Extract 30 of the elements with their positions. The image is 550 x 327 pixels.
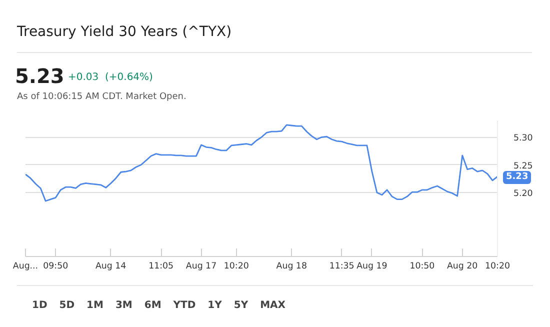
- text: 5Y: [234, 300, 248, 311]
- x-tick-label: Aug 14: [96, 262, 127, 272]
- x-tick-label: 10:20: [485, 262, 510, 272]
- text: +0.03 (+0.64%): [68, 71, 153, 85]
- chart-title: Treasury Yield 30 Years (^TYX): [17, 23, 232, 42]
- x-tick-label: Aug 20: [447, 262, 478, 272]
- x-tick-label: 10:20: [224, 262, 249, 272]
- text: MAX: [260, 300, 286, 311]
- line-series: [26, 124, 498, 202]
- y-tick-label: 5.25: [514, 161, 533, 172]
- text: YTD: [173, 300, 196, 311]
- text: 5D: [59, 300, 75, 311]
- x-tick-label: Aug 19: [356, 262, 388, 272]
- text: 1M: [86, 300, 104, 311]
- x-tick-label: Aug 18: [276, 262, 307, 272]
- text: 5.23: [503, 171, 532, 184]
- text: 5.23: [15, 63, 64, 90]
- x-tick-label: 11:05: [148, 262, 174, 272]
- x-tick-label: 11:35: [329, 262, 354, 272]
- x-tick-label: 10:50: [410, 262, 435, 272]
- text: 3M: [115, 300, 132, 311]
- x-tick-label: Aug 17: [186, 262, 217, 272]
- text: 6M: [144, 300, 162, 311]
- y-tick-label: 5.30: [514, 134, 533, 144]
- x-tick-label: Aug...: [12, 262, 38, 272]
- x-tick-label: 09:50: [43, 262, 68, 272]
- y-tick-label: 5.20: [514, 189, 533, 200]
- text: As of 10:06:15 AM CDT. Market Open.: [17, 91, 186, 104]
- text: 1Y: [208, 300, 222, 311]
- text: 1D: [32, 300, 48, 311]
